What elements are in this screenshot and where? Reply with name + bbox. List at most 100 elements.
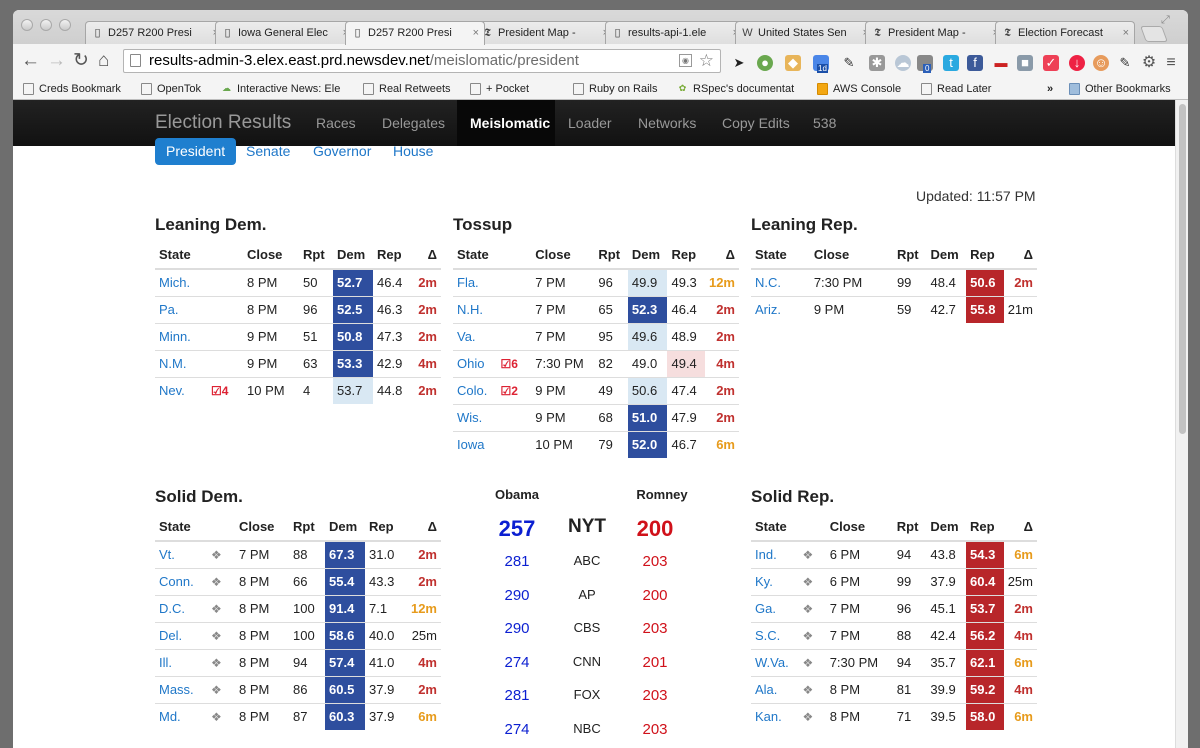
state-link[interactable]: Ill. bbox=[155, 648, 207, 676]
state-link[interactable]: Ariz. bbox=[751, 295, 802, 323]
bookmark-item[interactable]: Read Later bbox=[921, 82, 991, 96]
state-link[interactable]: Mich. bbox=[159, 275, 191, 291]
pill-governor[interactable]: Governor bbox=[313, 143, 372, 159]
state-link[interactable]: Minn. bbox=[155, 322, 207, 350]
home-icon[interactable]: ⌂ bbox=[98, 50, 110, 71]
state-link[interactable]: Nev. bbox=[155, 376, 207, 404]
download-extension-icon[interactable]: ↓ bbox=[1069, 55, 1085, 71]
counties-icon[interactable]: ❖ bbox=[211, 683, 222, 697]
nav-delegates[interactable]: Delegates bbox=[382, 115, 446, 131]
twitter-extension-icon[interactable]: t bbox=[943, 55, 959, 71]
lastpass-extension-icon[interactable]: ✱ bbox=[869, 55, 885, 71]
counties-icon[interactable]: ❖ bbox=[802, 548, 814, 563]
pocket-extension-icon[interactable]: ✓ bbox=[1043, 55, 1059, 71]
page-scrollbar[interactable] bbox=[1175, 100, 1188, 748]
state-link[interactable]: Md. bbox=[155, 702, 207, 730]
android-extension-icon[interactable]: ● bbox=[757, 55, 773, 71]
state-link[interactable]: Wis. bbox=[453, 403, 497, 431]
state-link[interactable]: Ga. bbox=[751, 594, 799, 622]
fullscreen-icon[interactable]: ⤢ bbox=[1161, 14, 1170, 26]
state-link[interactable]: Conn. bbox=[155, 567, 207, 595]
back-button[interactable]: ← bbox=[21, 50, 40, 71]
state-link[interactable]: Kan. bbox=[751, 702, 799, 730]
state-link[interactable]: Del. bbox=[155, 621, 207, 649]
minimize-window-button[interactable] bbox=[40, 19, 52, 31]
bookmark-item[interactable]: Real Retweets bbox=[363, 82, 451, 96]
state-link[interactable]: Ala. bbox=[751, 675, 799, 703]
counties-icon[interactable]: ❖ bbox=[211, 710, 222, 725]
zoom-window-button[interactable] bbox=[59, 19, 71, 31]
gear-icon[interactable]: ⚙ bbox=[1141, 54, 1157, 71]
rss-icon[interactable]: ◉ bbox=[679, 54, 692, 67]
state-link[interactable]: Iowa bbox=[453, 430, 497, 458]
cloud-extension-icon[interactable]: ☁ bbox=[895, 55, 911, 71]
pill-house[interactable]: House bbox=[393, 143, 434, 159]
reload-button[interactable]: ↻ bbox=[73, 50, 89, 71]
chevron-right-icon[interactable]: » bbox=[1047, 83, 1054, 95]
pill-president[interactable]: President bbox=[155, 138, 237, 165]
close-window-button[interactable] bbox=[21, 19, 33, 31]
bookmark-item[interactable]: Ruby on Rails bbox=[573, 82, 657, 96]
counties-icon[interactable]: ❖ bbox=[211, 629, 222, 643]
bookmark-star-icon[interactable]: ☆ bbox=[698, 51, 714, 70]
brand-title[interactable]: Election Results bbox=[155, 112, 292, 133]
state-link[interactable]: N.C. bbox=[755, 275, 781, 291]
bookmark-item[interactable]: Creds Bookmark bbox=[23, 82, 121, 96]
ghost-extension-icon[interactable]: ☺ bbox=[1093, 55, 1109, 71]
browser-tab[interactable]: 𝕿 Election Forecast × bbox=[995, 21, 1135, 45]
browser-tab[interactable]: ▯results-api-1.ele× bbox=[605, 21, 745, 45]
bookmark-folder[interactable]: Other Bookmarks bbox=[1069, 82, 1171, 96]
nav-networks[interactable]: Networks bbox=[638, 115, 697, 131]
briefcase-extension-icon[interactable]: ■ bbox=[1017, 55, 1033, 71]
nav-races[interactable]: Races bbox=[316, 115, 356, 131]
address-bar[interactable]: results-admin-3.elex.east.prd.newsdev.ne… bbox=[123, 49, 721, 73]
bookmark-item[interactable]: ☁ Interactive News: Ele bbox=[222, 83, 341, 95]
nav-meislomatic[interactable]: Meislomatic bbox=[470, 115, 551, 131]
calendar-extension-icon[interactable]: 1d bbox=[813, 55, 829, 73]
cookie-extension-icon[interactable]: ◆ bbox=[785, 55, 801, 71]
counties-icon[interactable]: ❖ bbox=[802, 629, 814, 643]
close-tab-icon[interactable]: × bbox=[469, 22, 479, 44]
counties-icon[interactable]: ❖ bbox=[211, 602, 222, 616]
state-link[interactable]: Pa. bbox=[155, 295, 207, 323]
bookmark-item[interactable]: OpenTok bbox=[141, 82, 201, 96]
facebook-extension-icon[interactable]: f bbox=[967, 55, 983, 71]
bookmark-item[interactable]: + Pocket bbox=[470, 82, 529, 96]
browser-tab[interactable]: ▯Iowa General Elec× bbox=[215, 21, 355, 45]
nav-loader[interactable]: Loader bbox=[568, 115, 612, 131]
state-link[interactable]: W.Va. bbox=[751, 648, 799, 676]
state-link[interactable]: Mass. bbox=[155, 675, 207, 703]
counties-icon[interactable]: ❖ bbox=[802, 602, 814, 616]
counties-icon[interactable]: ❖ bbox=[211, 575, 222, 589]
state-link[interactable]: Ind. bbox=[755, 547, 777, 563]
state-link[interactable]: N.H. bbox=[453, 295, 497, 323]
nav-538[interactable]: 538 bbox=[813, 115, 837, 131]
counties-icon[interactable]: ❖ bbox=[802, 683, 814, 697]
state-link[interactable]: Colo. bbox=[453, 376, 497, 404]
state-link[interactable]: S.C. bbox=[751, 621, 799, 649]
menu-icon[interactable]: ≡ bbox=[1166, 54, 1176, 71]
scrollbar-thumb[interactable] bbox=[1179, 104, 1186, 434]
counter-extension-icon[interactable]: 0 bbox=[917, 55, 933, 73]
bookmark-item[interactable]: AWS Console bbox=[817, 82, 901, 96]
counties-icon[interactable]: ❖ bbox=[211, 548, 222, 563]
counties-icon[interactable]: ❖ bbox=[802, 710, 814, 725]
chat-extension-icon[interactable]: ✎ bbox=[1119, 55, 1131, 70]
browser-tab[interactable]: ▯D257 R200 Presi× bbox=[85, 21, 225, 45]
forward-button[interactable]: → bbox=[47, 50, 66, 71]
counties-icon[interactable]: ❖ bbox=[802, 656, 814, 670]
cursor-extension-icon[interactable]: ➤ bbox=[733, 55, 745, 70]
state-link[interactable]: Fla. bbox=[457, 275, 479, 291]
state-link[interactable]: Ky. bbox=[751, 567, 799, 595]
state-link[interactable]: N.M. bbox=[155, 349, 207, 377]
counties-icon[interactable]: ❖ bbox=[211, 656, 222, 670]
pill-senate[interactable]: Senate bbox=[246, 143, 291, 159]
new-tab-button[interactable] bbox=[1140, 26, 1168, 42]
nav-copy-edits[interactable]: Copy Edits bbox=[722, 115, 790, 131]
counties-icon[interactable]: ❖ bbox=[802, 575, 814, 589]
wrench-extension-icon[interactable]: ✎ bbox=[843, 55, 855, 70]
browser-tab[interactable]: ▯D257 R200 Presi× bbox=[345, 21, 485, 45]
sofa-extension-icon[interactable]: ▬ bbox=[994, 55, 1008, 70]
